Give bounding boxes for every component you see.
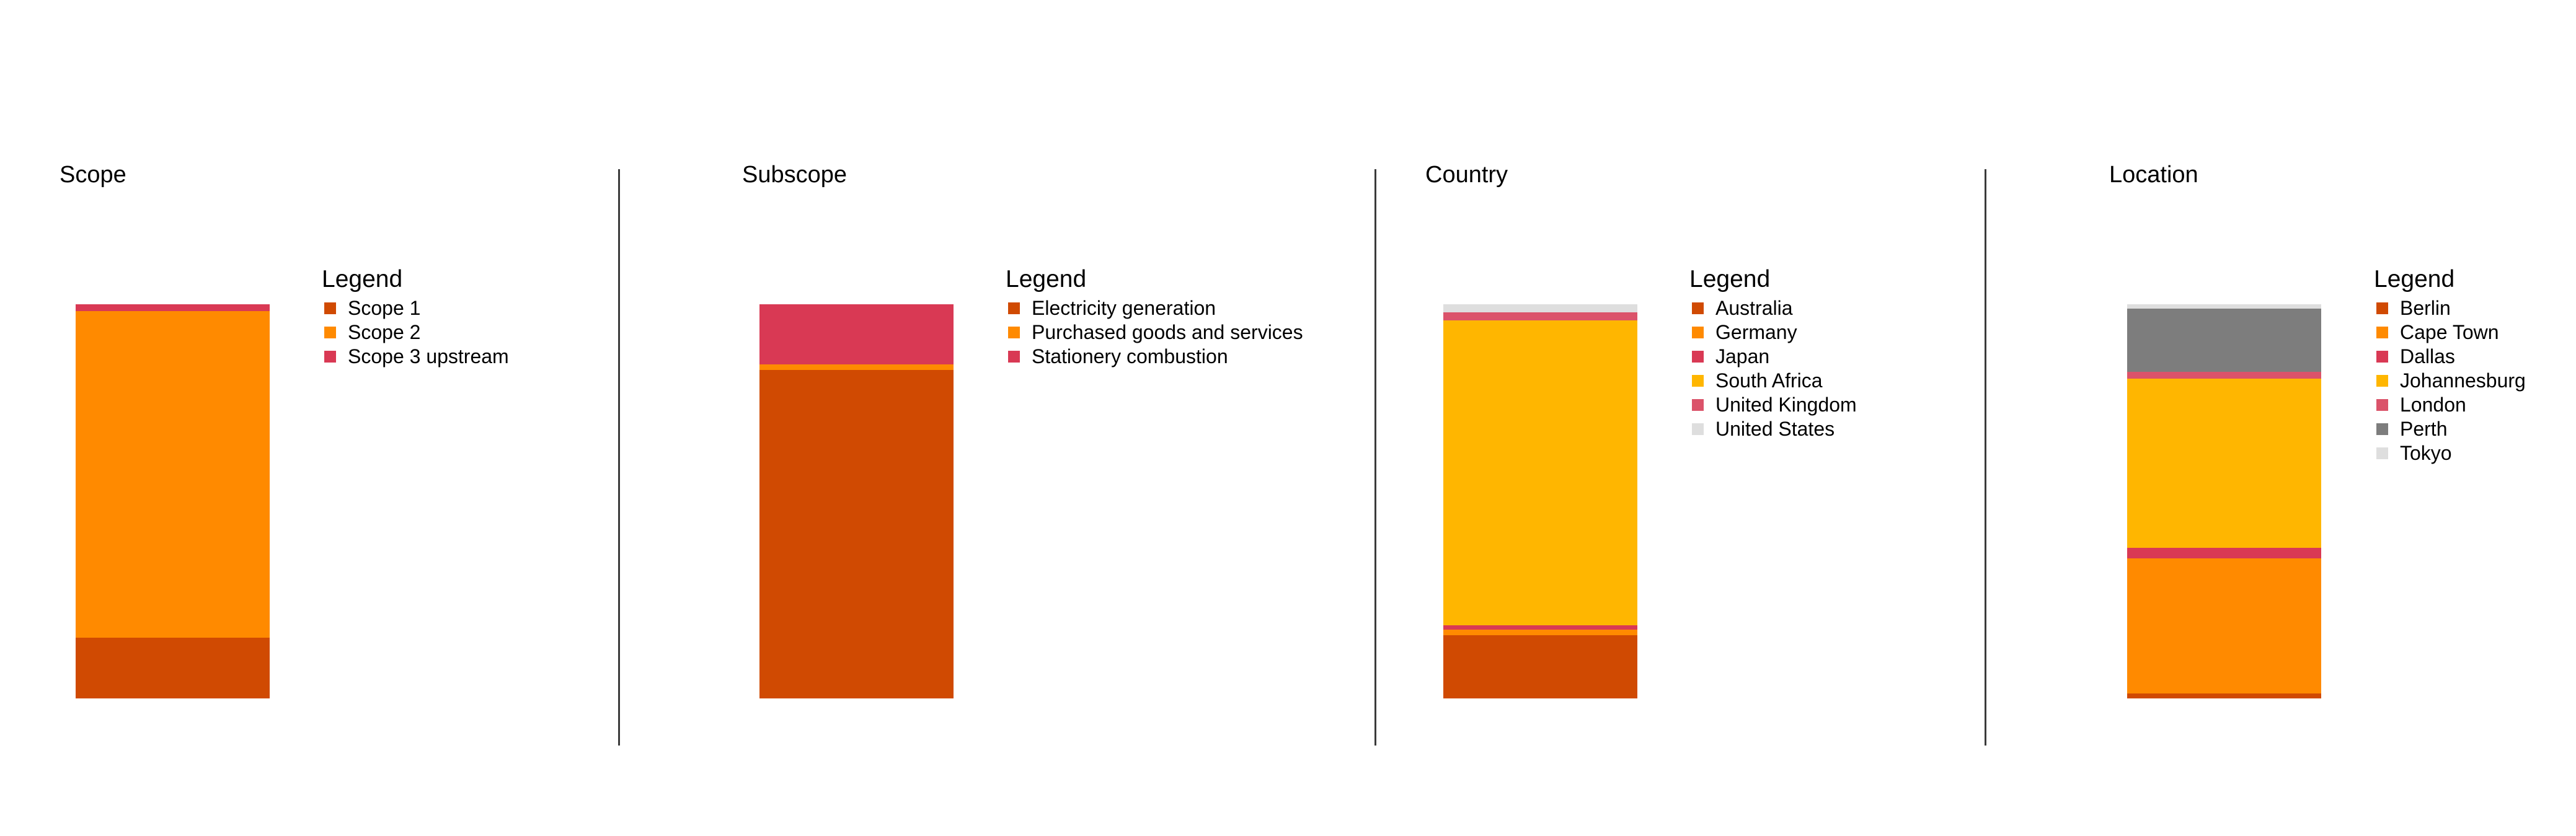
- stacked-bar[interactable]: [759, 304, 954, 698]
- chart-title: Location: [2109, 162, 2198, 188]
- legend: Legend Electricity generation Purchased g…: [1006, 265, 1303, 369]
- legend-swatch-icon: [2376, 351, 2388, 363]
- chart-panel-country: Country Legend Australia Germany Japan Sout…: [1425, 162, 1857, 698]
- legend-swatch-icon: [1008, 351, 1020, 363]
- legend-swatch-icon: [1692, 423, 1704, 435]
- legend-swatch-icon: [2376, 302, 2388, 314]
- legend-swatch-icon: [1692, 399, 1704, 411]
- legend-swatch-icon: [2376, 327, 2388, 338]
- legend-title: Legend: [1689, 266, 1771, 293]
- legend-item[interactable]: Germany: [1692, 320, 1857, 345]
- legend-swatch-icon: [324, 302, 336, 314]
- chart-title: Country: [1425, 162, 1508, 188]
- legend-label: Germany: [1715, 321, 1797, 343]
- legend-swatch-icon: [1692, 375, 1704, 387]
- legend-label: Scope 2: [348, 321, 421, 343]
- stacked-bar[interactable]: [1443, 304, 1637, 698]
- legend-label: Dallas: [2400, 345, 2455, 367]
- bar-segment-japan[interactable]: [1443, 625, 1637, 630]
- legend-item[interactable]: Electricity generation: [1008, 296, 1303, 320]
- legend-label: Scope 3 upstream: [348, 345, 509, 367]
- bar-segment-berlin[interactable]: [2127, 693, 2321, 698]
- legend-item[interactable]: Berlin: [2376, 296, 2526, 320]
- legend-label: Australia: [1715, 297, 1793, 319]
- legend-label: Tokyo: [2400, 442, 2452, 464]
- legend-item[interactable]: Dallas: [2376, 345, 2526, 369]
- legend-item[interactable]: Scope 3 upstream: [324, 345, 509, 369]
- chart-title: Subscope: [742, 162, 848, 188]
- bar-segment-perth[interactable]: [2127, 308, 2321, 372]
- legend-swatch-icon: [324, 327, 336, 338]
- legend-swatch-icon: [2376, 423, 2388, 435]
- legend-swatch-icon: [1008, 327, 1020, 338]
- legend-label: Japan: [1715, 345, 1770, 367]
- legend-label: Electricity generation: [1032, 297, 1216, 319]
- legend-label: Cape Town: [2400, 321, 2499, 343]
- legend-label: South Africa: [1715, 369, 1823, 392]
- bar-segment-electricity-generation[interactable]: [759, 370, 954, 698]
- legend-item[interactable]: Tokyo: [2376, 441, 2526, 465]
- legend-label: Stationery combustion: [1032, 345, 1228, 367]
- legend-item[interactable]: Cape Town: [2376, 320, 2526, 345]
- legend-item[interactable]: Scope 1: [324, 296, 509, 320]
- legend-item[interactable]: Purchased goods and services: [1008, 320, 1303, 345]
- legend-swatch-icon: [1692, 302, 1704, 314]
- bar-segment-australia[interactable]: [1443, 635, 1637, 698]
- panel-divider: [618, 169, 620, 746]
- bar-segment-stationery-combustion[interactable]: [759, 304, 954, 365]
- legend-item[interactable]: United Kingdom: [1692, 393, 1857, 417]
- bar-segment-united-kingdom[interactable]: [1443, 312, 1637, 321]
- legend-item[interactable]: Perth: [2376, 417, 2526, 441]
- legend-swatch-icon: [1008, 302, 1020, 314]
- bar-segment-scope-2[interactable]: [76, 310, 270, 638]
- bar-segment-south-africa[interactable]: [1443, 320, 1637, 626]
- panel-divider: [1374, 169, 1376, 746]
- legend-label: Perth: [2400, 418, 2448, 440]
- legend-item[interactable]: Johannesburg: [2376, 369, 2526, 393]
- legend-swatch-icon: [1692, 327, 1704, 338]
- bar-segment-purchased-goods-and-services[interactable]: [759, 364, 954, 371]
- legend-label: United Kingdom: [1715, 394, 1857, 416]
- chart-panel-scope: Scope Legend Scope 1 Scope 2 Scope 3 upstr…: [0, 0, 619, 836]
- legend-title: Legend: [2374, 266, 2455, 293]
- legend-item[interactable]: Japan: [1692, 345, 1857, 369]
- legend: Legend Berlin Cape Town Dallas Johannesburg…: [2374, 265, 2526, 465]
- legend-label: United States: [1715, 418, 1835, 440]
- legend-item[interactable]: Stationery combustion: [1008, 345, 1303, 369]
- bar-segment-dallas[interactable]: [2127, 548, 2321, 559]
- legend-item[interactable]: London: [2376, 393, 2526, 417]
- legend-item[interactable]: Australia: [1692, 296, 1857, 320]
- legend-swatch-icon: [2376, 375, 2388, 387]
- legend-title: Legend: [1006, 266, 1087, 293]
- legend-label: Purchased goods and services: [1032, 321, 1303, 343]
- legend-swatch-icon: [324, 351, 336, 363]
- legend-label: London: [2400, 394, 2466, 416]
- stacked-bar[interactable]: [2127, 304, 2321, 698]
- legend-item[interactable]: South Africa: [1692, 369, 1857, 393]
- legend-swatch-icon: [2376, 399, 2388, 411]
- bar-segment-johannesburg[interactable]: [2127, 378, 2321, 548]
- legend-label: Johannesburg: [2400, 369, 2526, 392]
- legend-swatch-icon: [1692, 351, 1704, 363]
- legend-item[interactable]: Scope 2: [324, 320, 509, 345]
- panel-divider: [1985, 169, 1986, 746]
- bar-segment-scope-3-upstream[interactable]: [76, 304, 270, 311]
- bar-segment-germany[interactable]: [1443, 630, 1637, 635]
- legend-swatch-icon: [2376, 447, 2388, 459]
- bar-segment-tokyo[interactable]: [2127, 304, 2321, 309]
- legend: Legend Scope 1 Scope 2 Scope 3 upstream: [322, 265, 509, 369]
- legend-title: Legend: [322, 266, 403, 293]
- bar-segment-cape-town[interactable]: [2127, 558, 2321, 693]
- legend-item[interactable]: United States: [1692, 417, 1857, 441]
- legend-label: Scope 1: [348, 297, 421, 319]
- bar-segment-scope-1[interactable]: [76, 638, 270, 698]
- chart-panel-subscope: Subscope Legend Electricity generation Pu…: [742, 162, 1303, 698]
- chart-title: Scope: [60, 162, 126, 188]
- legend-label: Berlin: [2400, 297, 2451, 319]
- bar-segment-united-states[interactable]: [1443, 304, 1637, 312]
- legend: Legend Australia Germany Japan South Africa…: [1689, 265, 1857, 441]
- stacked-bar[interactable]: [76, 304, 270, 698]
- bar-segment-london[interactable]: [2127, 372, 2321, 379]
